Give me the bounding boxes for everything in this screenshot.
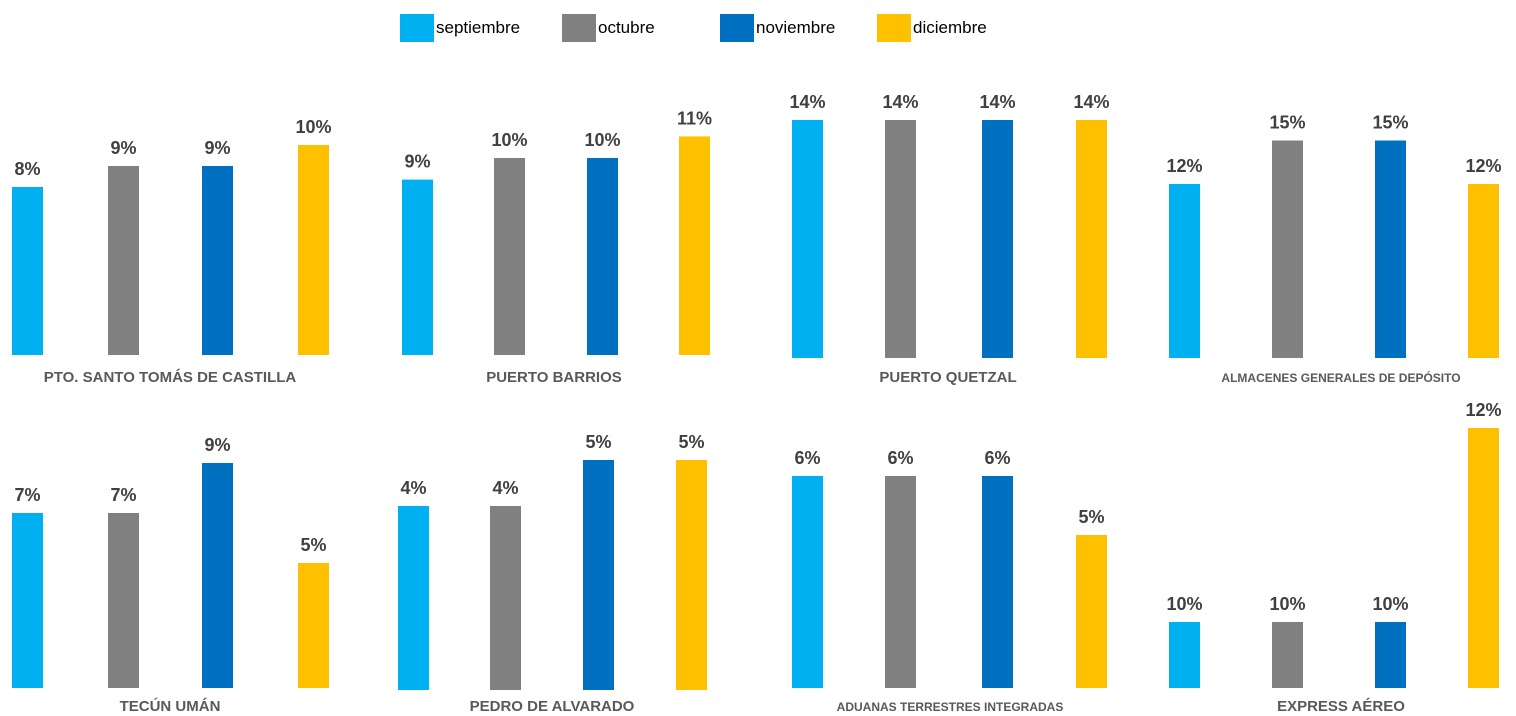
data-label: 14% — [1073, 92, 1109, 112]
data-label: 7% — [110, 485, 136, 505]
bar-septiembre — [398, 506, 429, 690]
data-label: 12% — [1465, 400, 1501, 420]
data-label: 10% — [491, 130, 527, 150]
bar-diciembre — [1076, 535, 1107, 688]
data-label: 10% — [1372, 594, 1408, 614]
data-label: 11% — [677, 108, 712, 128]
bar-noviembre — [587, 158, 618, 355]
bar-group: 14% 14% 14% 14% PUERTO QUETZAL — [789, 92, 1109, 386]
legend-swatch-noviembre — [720, 14, 754, 42]
legend-swatch-septiembre — [400, 14, 434, 42]
data-label: 4% — [400, 478, 426, 498]
data-label: 15% — [1269, 113, 1305, 133]
data-label: 5% — [1078, 507, 1104, 527]
data-label: 14% — [882, 92, 918, 112]
legend-label-diciembre: diciembre — [913, 18, 987, 37]
bar-octubre — [108, 166, 139, 355]
bar-septiembre — [12, 513, 43, 688]
data-label: 12% — [1166, 156, 1202, 176]
bar-diciembre — [1076, 120, 1107, 358]
category-label: ADUANAS TERRESTRES INTEGRADAS — [837, 700, 1064, 714]
category-label: PEDRO DE ALVARADO — [470, 698, 635, 715]
bar-diciembre — [1468, 184, 1499, 358]
data-label: 15% — [1372, 113, 1408, 133]
data-label: 10% — [1269, 594, 1305, 614]
data-label: 9% — [404, 152, 430, 172]
bar-noviembre — [982, 476, 1013, 688]
bar-group: 8% 9% 9% 10% PTO. SANTO TOMÁS DE CASTILLA — [12, 117, 332, 386]
bar-septiembre — [792, 476, 823, 688]
data-label: 4% — [492, 478, 518, 498]
bar-septiembre — [12, 187, 43, 355]
data-label: 6% — [984, 448, 1010, 468]
bar-noviembre — [583, 460, 614, 690]
bar-noviembre — [1375, 140, 1406, 358]
category-label: TECÚN UMÁN — [120, 697, 221, 715]
legend-item-octubre: octubre — [562, 14, 655, 42]
legend-item-septiembre: septiembre — [400, 14, 520, 42]
data-label: 14% — [789, 92, 825, 112]
bar-group: 6% 6% 6% 5% ADUANAS TERRESTRES INTEGRADAS — [792, 448, 1107, 714]
legend-swatch-octubre — [562, 14, 596, 42]
legend-swatch-diciembre — [877, 14, 911, 42]
bar-diciembre — [1468, 428, 1499, 688]
bar-octubre — [494, 158, 525, 355]
bar-septiembre — [1169, 184, 1200, 358]
bar-noviembre — [982, 120, 1013, 358]
bar-diciembre — [676, 460, 707, 690]
data-label: 7% — [14, 485, 40, 505]
bar-octubre — [885, 120, 916, 358]
bar-diciembre — [298, 563, 329, 688]
bar-group: 7% 7% 9% 5% TECÚN UMÁN — [12, 435, 329, 715]
bar-noviembre — [202, 166, 233, 355]
category-label: PUERTO BARRIOS — [486, 369, 622, 386]
category-label: ALMACENES GENERALES DE DEPÓSITO — [1221, 370, 1460, 385]
data-label: 9% — [204, 435, 230, 455]
bar-group: 4% 4% 5% 5% PEDRO DE ALVARADO — [398, 432, 707, 715]
category-label: PUERTO QUETZAL — [879, 369, 1016, 386]
data-label: 8% — [14, 159, 40, 179]
data-label: 14% — [979, 92, 1015, 112]
legend-label-septiembre: septiembre — [436, 18, 521, 37]
bar-septiembre — [792, 120, 823, 358]
bar-octubre — [490, 506, 521, 690]
data-label: 12% — [1465, 156, 1501, 176]
data-label: 5% — [585, 432, 611, 452]
bar-octubre — [1272, 140, 1303, 358]
legend-label-noviembre: noviembre — [756, 18, 836, 37]
legend-label-octubre: octubre — [598, 18, 655, 37]
bar-noviembre — [1375, 622, 1406, 688]
legend-item-diciembre: diciembre — [877, 14, 987, 42]
bar-octubre — [1272, 622, 1303, 688]
data-label: 9% — [204, 138, 230, 158]
legend-item-noviembre: noviembre — [720, 14, 835, 42]
data-label: 9% — [110, 138, 136, 158]
bar-octubre — [885, 476, 916, 688]
data-label: 5% — [678, 432, 704, 452]
bar-group: 10% 10% 10% 12% EXPRESS AÉREO — [1166, 400, 1501, 715]
bar-group: 9% 10% 10% 11% PUERTO BARRIOS — [402, 108, 712, 386]
chart-legend: septiembre octubre noviembre diciembre — [0, 14, 1516, 44]
category-label: EXPRESS AÉREO — [1277, 698, 1405, 715]
data-label: 10% — [584, 130, 620, 150]
data-label: 6% — [794, 448, 820, 468]
data-label: 6% — [887, 448, 913, 468]
data-label: 10% — [1166, 594, 1202, 614]
bar-octubre — [108, 513, 139, 688]
category-label: PTO. SANTO TOMÁS DE CASTILLA — [44, 369, 297, 386]
bar-septiembre — [1169, 622, 1200, 688]
bar-septiembre — [402, 179, 433, 355]
bar-noviembre — [202, 463, 233, 688]
data-label: 10% — [295, 117, 331, 137]
bar-diciembre — [679, 136, 710, 355]
bar-diciembre — [298, 145, 329, 355]
bar-group: 12% 15% 15% 12% ALMACENES GENERALES DE DEPÓS… — [1166, 113, 1501, 386]
data-label: 5% — [300, 535, 326, 555]
